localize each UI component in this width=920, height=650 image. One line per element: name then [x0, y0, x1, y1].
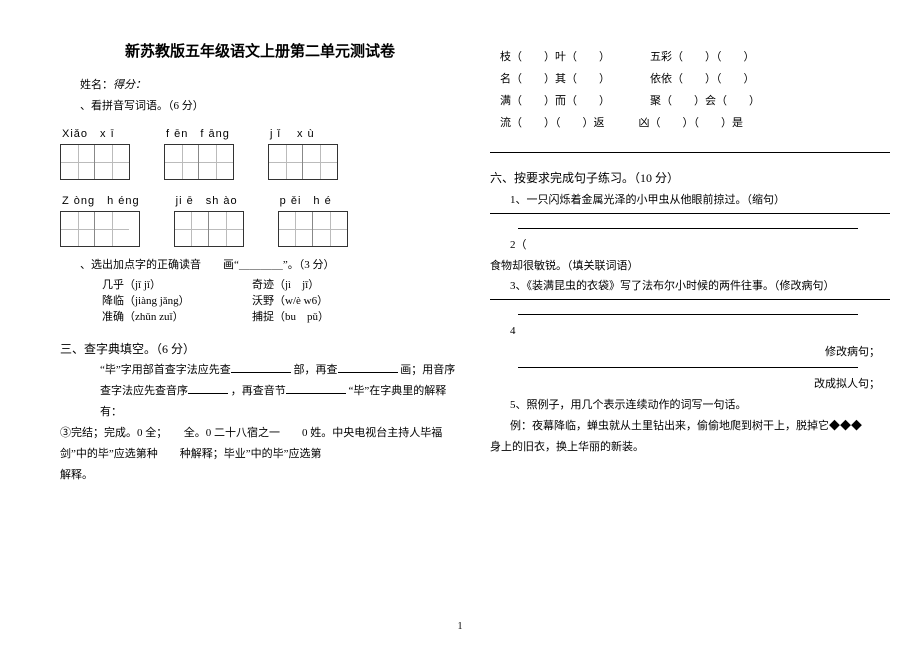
pinyin-label: Xiǎo x ī	[60, 125, 130, 141]
section-1: 、看拼音写词语。（6 分）	[60, 96, 460, 117]
paren-block: 枝（ ）叶（ ） 五彩（ ）（ ） 名（ ）其（ ） 依依（ ）（ ） 满（ ）…	[500, 46, 890, 134]
char-grid	[164, 144, 234, 180]
char-grid	[60, 144, 130, 180]
pron-row-1: 几乎（jī jǐ） 奇迹（jì jī）	[102, 276, 460, 292]
pron-row-2: 降临（jiàng jǎng） 沃野（w/è w6）	[102, 292, 460, 308]
section-6: 六、按要求完成句子练习。（10 分）	[490, 167, 890, 190]
char-grid	[268, 144, 338, 180]
answer-line	[518, 228, 858, 229]
page-number: 1	[0, 621, 920, 632]
pinyin-label: j ǐ x ù	[268, 125, 338, 141]
section-3-tail: 解释。	[60, 465, 460, 486]
q4-note-1: 修改病句；	[490, 342, 890, 363]
answer-line	[518, 367, 858, 368]
pinyin-label: f ēn f āng	[164, 125, 234, 141]
pinyin-row-1: Xiǎo x ī f ēn f āng j ǐ x ù	[60, 125, 460, 180]
q1: 1、一只闪烁着金属光泽的小甲虫从他眼前掠过。（缩句）	[490, 190, 890, 214]
section-3-options: ③完结；完成。0 全； 全。0 二十八宿之一 0 姓。中央电视台主持人毕福剑”中…	[60, 423, 460, 465]
pinyin-label: Z òng h éng	[60, 192, 140, 208]
name-score-line: 姓名：得分：	[60, 75, 460, 96]
q4-note-2: 改成拟人句；	[490, 374, 890, 395]
q4: 4	[490, 321, 890, 342]
section-3: 三、查字典填空。（6 分）	[60, 338, 460, 361]
pinyin-label: ji ē sh ào	[174, 192, 244, 208]
q5: 5、照例子，用几个表示连续动作的词写一句话。	[490, 395, 890, 416]
page-title: 新苏教版五年级语文上册第二单元测试卷	[60, 40, 460, 61]
q2b: 食物却很敏锐。（填关联词语）	[490, 256, 890, 277]
char-grid	[60, 211, 140, 247]
q5-example-1: 例：夜幕降临，蝉虫就从土里钻出来，偷偷地爬到树干上，脱掉它◆◆◆	[490, 416, 890, 437]
pinyin-label: p ěi h é	[278, 192, 348, 208]
pinyin-row-2: Z òng h éng ji ē sh ào p ěi h é	[60, 192, 460, 247]
q5-example-2: 身上的旧衣，换上华丽的新装。	[490, 437, 890, 458]
q3: 3、《装满昆虫的衣袋》写了法布尔小时候的两件往事。（修改病句）	[490, 276, 890, 300]
section-2: 、选出加点字的正确读音 画“＿＿＿＿”。（3 分）	[60, 255, 460, 276]
answer-line	[518, 314, 858, 315]
q2a: 2（	[490, 235, 890, 256]
char-grid	[278, 211, 348, 247]
divider-line	[490, 152, 890, 153]
char-grid	[174, 211, 244, 247]
section-3-body: “毕”字用部首查字法应先查 部，再查 画；用音序查字法应先查音序 ，再查音节 “…	[60, 360, 460, 423]
pron-row-3: 准确（zhǔn zuǐ） 捕捉（bu pǔ）	[102, 308, 460, 324]
